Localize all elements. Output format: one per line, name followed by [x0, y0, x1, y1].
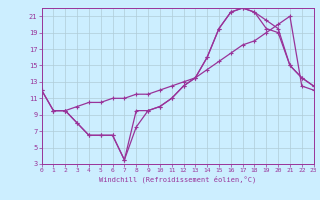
X-axis label: Windchill (Refroidissement éolien,°C): Windchill (Refroidissement éolien,°C) — [99, 176, 256, 183]
